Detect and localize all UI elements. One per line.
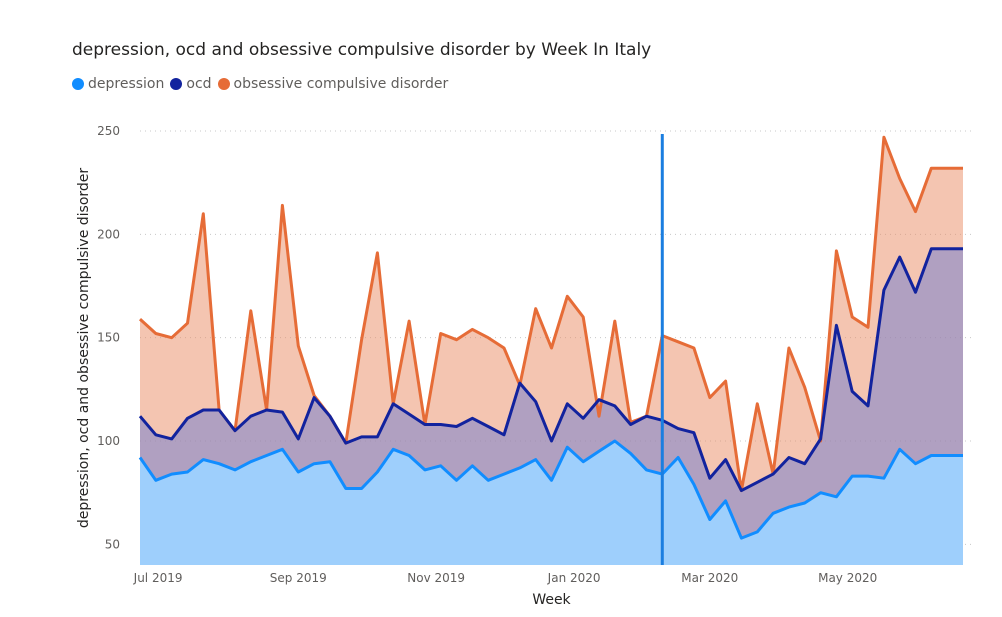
y-tick-label: 50 <box>105 537 120 551</box>
series-line-depression <box>138 439 963 540</box>
x-axis-title: Week <box>532 592 571 608</box>
x-tick-label: Nov 2019 <box>407 571 465 585</box>
legend-marker-depression <box>72 78 84 90</box>
x-tick-label: Mar 2020 <box>681 571 738 585</box>
x-tick-label: Jan 2020 <box>547 571 601 585</box>
legend-marker-ocd <box>170 78 183 90</box>
legend-label-ocd: ocd <box>186 76 212 92</box>
legend-label-obsessive: obsessive compulsive disorder <box>233 76 449 92</box>
x-tick-label: Jul 2019 <box>133 571 183 585</box>
chart-title: depression, ocd and obsessive compulsive… <box>72 40 652 60</box>
legend-label-depression: depression <box>88 76 165 92</box>
legend-item-ocd[interactable]: ocd <box>170 76 212 92</box>
series-line-obsessive <box>138 135 963 493</box>
y-tick-label: 250 <box>97 124 120 138</box>
legend-marker-obsessive <box>217 78 230 90</box>
series-area-depression <box>140 441 963 565</box>
y-tick-label: 100 <box>97 434 120 448</box>
legend-item-obsessive[interactable]: obsessive compulsive disorder <box>217 76 449 92</box>
y-tick-label: 200 <box>97 227 120 241</box>
chart-legend: depression ocd obsessive compulsive diso… <box>72 76 454 92</box>
series-line-ocd <box>138 247 963 493</box>
x-tick-label: Sep 2019 <box>270 571 327 585</box>
y-tick-label: 150 <box>97 331 120 345</box>
y-axis-title: depression, ocd and obsessive compulsive… <box>76 168 92 529</box>
x-tick-label: May 2020 <box>818 571 877 585</box>
legend-item-depression[interactable]: depression <box>72 76 164 92</box>
